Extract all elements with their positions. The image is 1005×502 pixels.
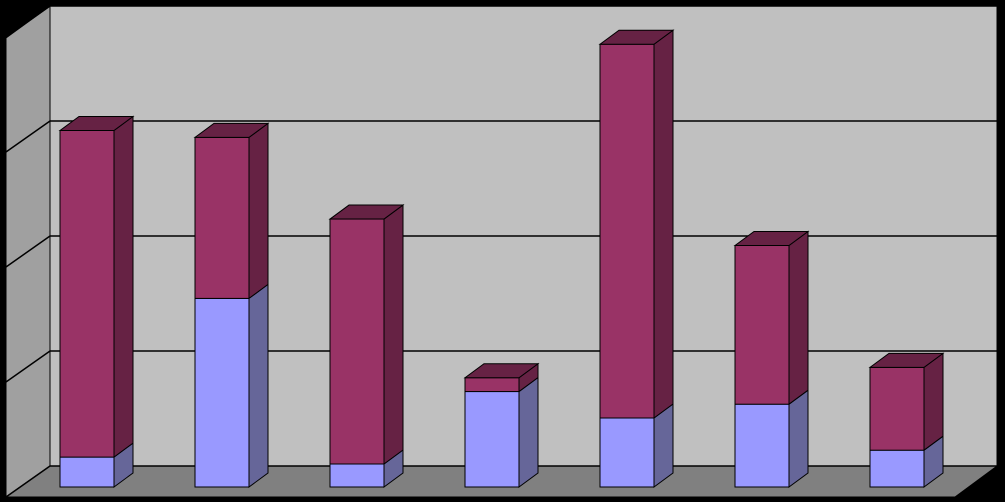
bar-segment — [599, 417, 655, 488]
bar-side — [383, 204, 404, 465]
grid-line — [5, 350, 997, 383]
grid-line — [5, 465, 997, 498]
bar-top — [193, 122, 270, 138]
bar-segment — [59, 130, 115, 458]
bar-segment — [329, 218, 385, 465]
bar-segment — [194, 297, 250, 488]
grid-line — [5, 120, 997, 153]
bar-side — [113, 115, 134, 459]
bar-segment — [59, 456, 115, 488]
bar-segment — [464, 377, 520, 393]
bar-segment — [194, 136, 250, 299]
bar-segment — [599, 43, 655, 419]
bar-segment — [869, 366, 925, 451]
bar-top — [58, 116, 135, 131]
bar-side — [788, 230, 809, 406]
bar-side — [518, 376, 539, 488]
bar-segment — [869, 449, 925, 488]
bar-top — [868, 352, 945, 368]
bar-side — [653, 29, 674, 419]
bar-side — [248, 283, 269, 488]
bar-side — [923, 352, 944, 452]
grid-line — [5, 235, 997, 268]
bar-top — [733, 231, 810, 246]
bar-segment — [734, 245, 790, 405]
grid-line — [5, 5, 997, 38]
bar-side — [248, 122, 269, 300]
bar-side — [788, 389, 809, 488]
bar-top — [598, 29, 675, 45]
bar-segment — [734, 403, 790, 488]
bar-segment — [464, 391, 520, 488]
bar-segment — [329, 463, 385, 488]
bar-top — [328, 204, 405, 220]
bar-top — [463, 363, 540, 379]
